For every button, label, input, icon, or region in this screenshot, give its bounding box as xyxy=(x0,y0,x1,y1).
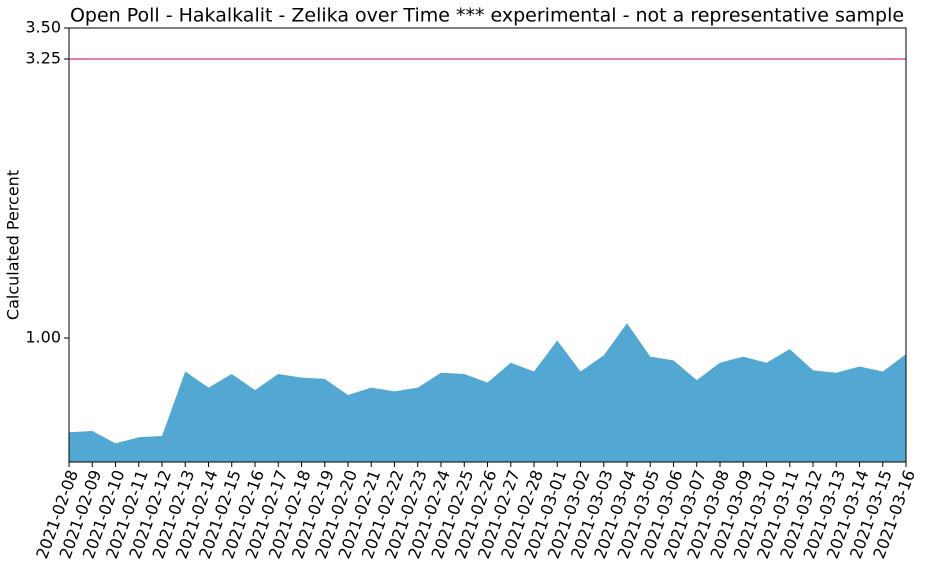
y-axis-label: Calculated Percent xyxy=(4,170,23,320)
chart-title: Open Poll - Hakalkalit - Zelika over Tim… xyxy=(70,5,904,27)
y-tick-label: 3.50 xyxy=(25,18,61,37)
area xyxy=(69,323,906,462)
y-tick-label: 1.00 xyxy=(25,328,61,347)
y-tick-label: 3.25 xyxy=(25,49,61,68)
